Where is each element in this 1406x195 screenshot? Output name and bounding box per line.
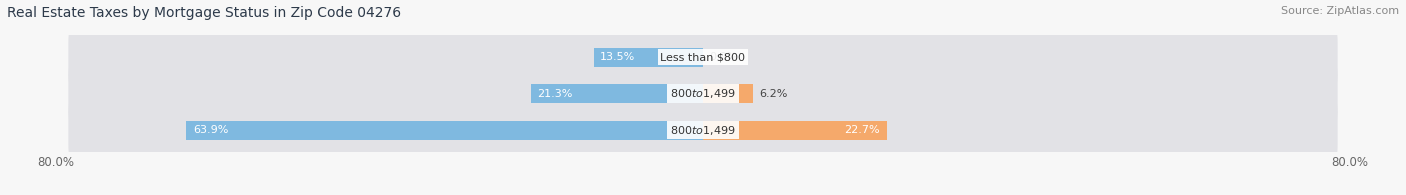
Text: 6.2%: 6.2% bbox=[759, 89, 787, 99]
Bar bbox=[703, 121, 887, 140]
Text: 22.7%: 22.7% bbox=[845, 125, 880, 135]
FancyBboxPatch shape bbox=[69, 25, 1337, 90]
Text: 13.5%: 13.5% bbox=[600, 52, 636, 62]
Bar bbox=[703, 84, 754, 103]
Text: Less than $800: Less than $800 bbox=[661, 52, 745, 62]
Text: Source: ZipAtlas.com: Source: ZipAtlas.com bbox=[1281, 6, 1399, 16]
Text: $800 to $1,499: $800 to $1,499 bbox=[671, 87, 735, 100]
Text: $800 to $1,499: $800 to $1,499 bbox=[671, 124, 735, 137]
Text: 21.3%: 21.3% bbox=[537, 89, 572, 99]
Bar bbox=[531, 84, 703, 103]
FancyBboxPatch shape bbox=[69, 61, 1337, 126]
Bar bbox=[187, 121, 703, 140]
Text: 0.0%: 0.0% bbox=[710, 52, 738, 62]
Text: Real Estate Taxes by Mortgage Status in Zip Code 04276: Real Estate Taxes by Mortgage Status in … bbox=[7, 6, 401, 20]
FancyBboxPatch shape bbox=[69, 98, 1337, 163]
Bar bbox=[593, 48, 703, 66]
Text: 63.9%: 63.9% bbox=[193, 125, 228, 135]
